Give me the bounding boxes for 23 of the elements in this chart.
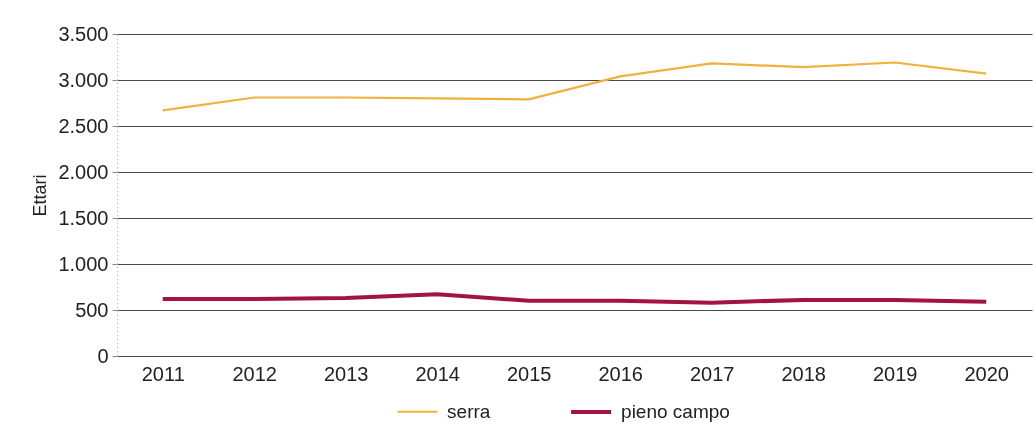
legend-label: serra — [447, 400, 491, 422]
y-tick-label: 0 — [97, 344, 109, 367]
y-tick-label: 1.500 — [58, 206, 109, 229]
x-tick-label: 2015 — [507, 362, 552, 385]
x-tick-label: 2013 — [324, 362, 369, 385]
line-series — [160, 292, 989, 305]
legend-label: pieno campo — [621, 401, 730, 422]
x-tick-label: 2012 — [232, 362, 277, 385]
y-axis-title: Ettari — [30, 174, 51, 217]
y-tick-label: 2.500 — [58, 114, 109, 137]
x-tick-label: 2014 — [415, 362, 460, 385]
x-tick-label: 2011 — [141, 362, 185, 385]
x-tick-label: 2017 — [690, 362, 735, 385]
y-tick-label: 3.500 — [58, 22, 109, 45]
y-tick-label: 500 — [75, 298, 109, 321]
line-series — [161, 61, 988, 112]
x-tick-label: 2016 — [598, 362, 643, 385]
y-tick-label: 3.000 — [58, 68, 109, 91]
y-tick-label: 2.000 — [58, 160, 109, 183]
x-tick-label: 2019 — [873, 362, 918, 385]
x-tick-label: 2018 — [781, 362, 826, 385]
y-tick-label: 1.000 — [58, 252, 109, 275]
x-tick-label: 2020 — [964, 362, 1009, 385]
